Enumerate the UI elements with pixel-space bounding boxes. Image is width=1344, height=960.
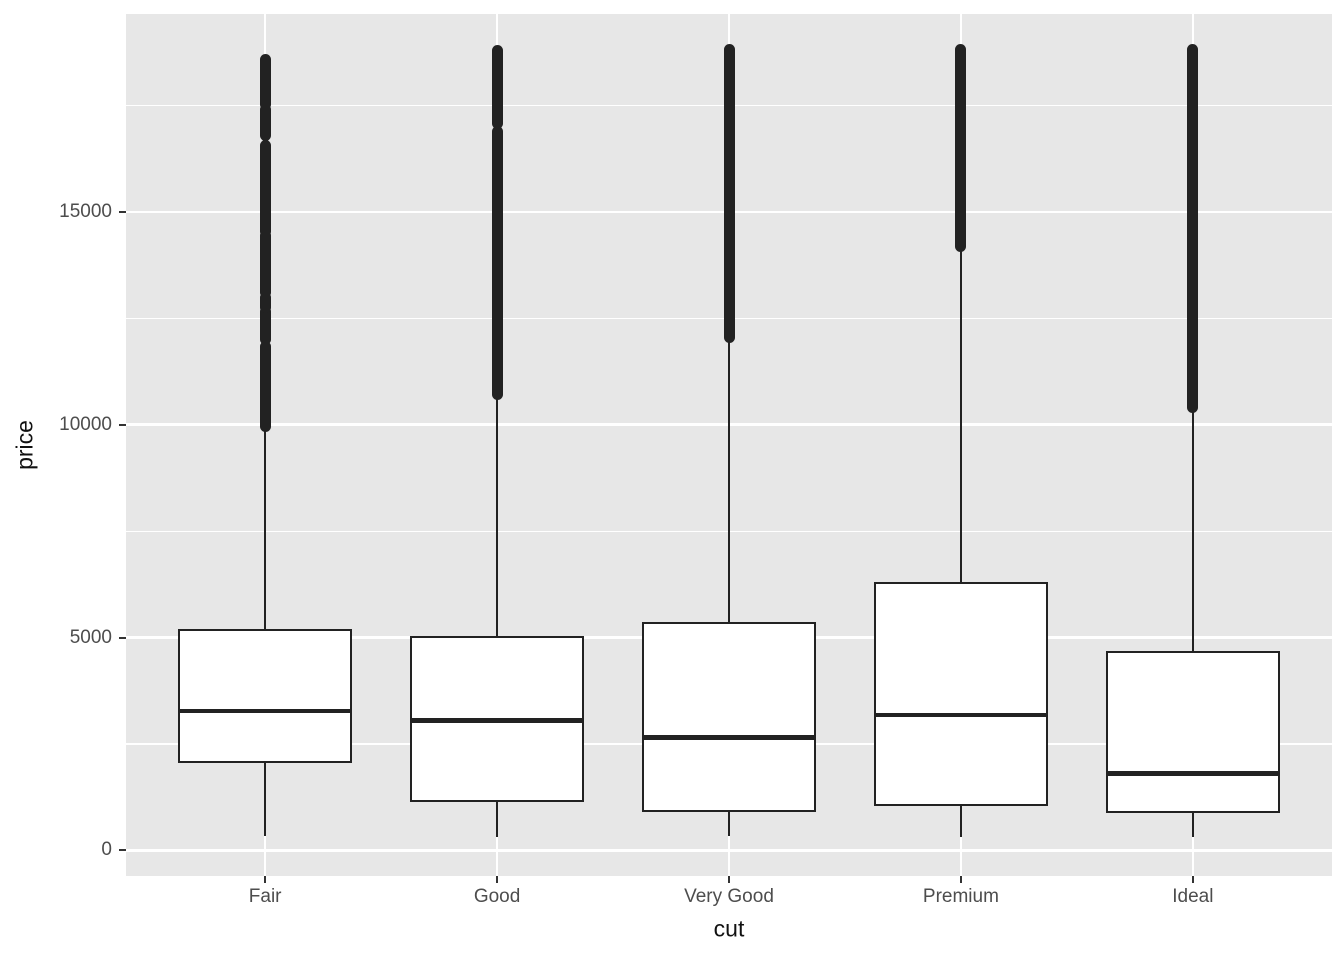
outlier-stack-fair — [259, 140, 271, 237]
y-axis-tick — [119, 423, 126, 426]
x-axis-title: cut — [713, 915, 745, 942]
median-fair — [178, 708, 353, 713]
box-fair — [178, 628, 353, 764]
x-axis-tick — [959, 876, 962, 883]
box-ideal — [1105, 651, 1280, 814]
outlier-stack-fair — [259, 340, 271, 433]
x-axis-tick — [496, 876, 499, 883]
whisker-lower-good — [496, 801, 499, 837]
median-ideal — [1105, 771, 1280, 776]
y-axis-tick — [119, 849, 126, 852]
median-premium — [873, 712, 1048, 718]
whisker-lower-very-good — [728, 811, 730, 837]
outlier-stack-good — [491, 45, 503, 129]
outlier-stack-fair — [259, 229, 271, 299]
outlier-stack-fair — [259, 104, 271, 141]
x-tick-label: Good — [473, 886, 521, 907]
x-tick-label: Premium — [922, 886, 999, 907]
whisker-lower-fair — [264, 763, 267, 837]
y-axis-tick — [119, 210, 126, 213]
x-axis-tick — [728, 876, 730, 883]
y-tick-label: 0 — [101, 839, 112, 861]
outlier-stack-fair — [259, 306, 271, 346]
x-tick-label: Ideal — [1172, 886, 1214, 907]
x-tick-label: Fair — [248, 886, 282, 907]
y-tick-label: 15000 — [59, 200, 112, 222]
whisker-lower-ideal — [1191, 813, 1194, 837]
box-premium — [873, 582, 1048, 806]
y-tick-label: 10000 — [59, 413, 112, 435]
median-very-good — [642, 735, 816, 740]
x-axis-tick — [264, 876, 267, 883]
y-axis-tick — [119, 636, 126, 639]
whisker-upper-very-good — [728, 337, 730, 622]
outlier-stack-good — [491, 125, 503, 401]
plot-panel — [126, 14, 1332, 876]
whisker-upper-fair — [264, 429, 267, 629]
whisker-upper-good — [496, 389, 499, 637]
box-very-good — [642, 621, 816, 812]
outlier-stack-fair — [259, 53, 271, 111]
outlier-stack-fair — [259, 291, 271, 314]
whisker-upper-premium — [959, 247, 962, 583]
outlier-stack-ideal — [1187, 44, 1199, 414]
outlier-stack-very-good — [723, 43, 735, 343]
y-tick-label: 5000 — [69, 626, 112, 648]
outlier-stack-premium — [955, 43, 967, 253]
x-axis-tick — [1191, 876, 1194, 883]
whisker-lower-premium — [959, 805, 962, 837]
whisker-upper-ideal — [1191, 409, 1194, 652]
median-good — [410, 718, 585, 723]
x-tick-label: Very Good — [684, 886, 774, 907]
